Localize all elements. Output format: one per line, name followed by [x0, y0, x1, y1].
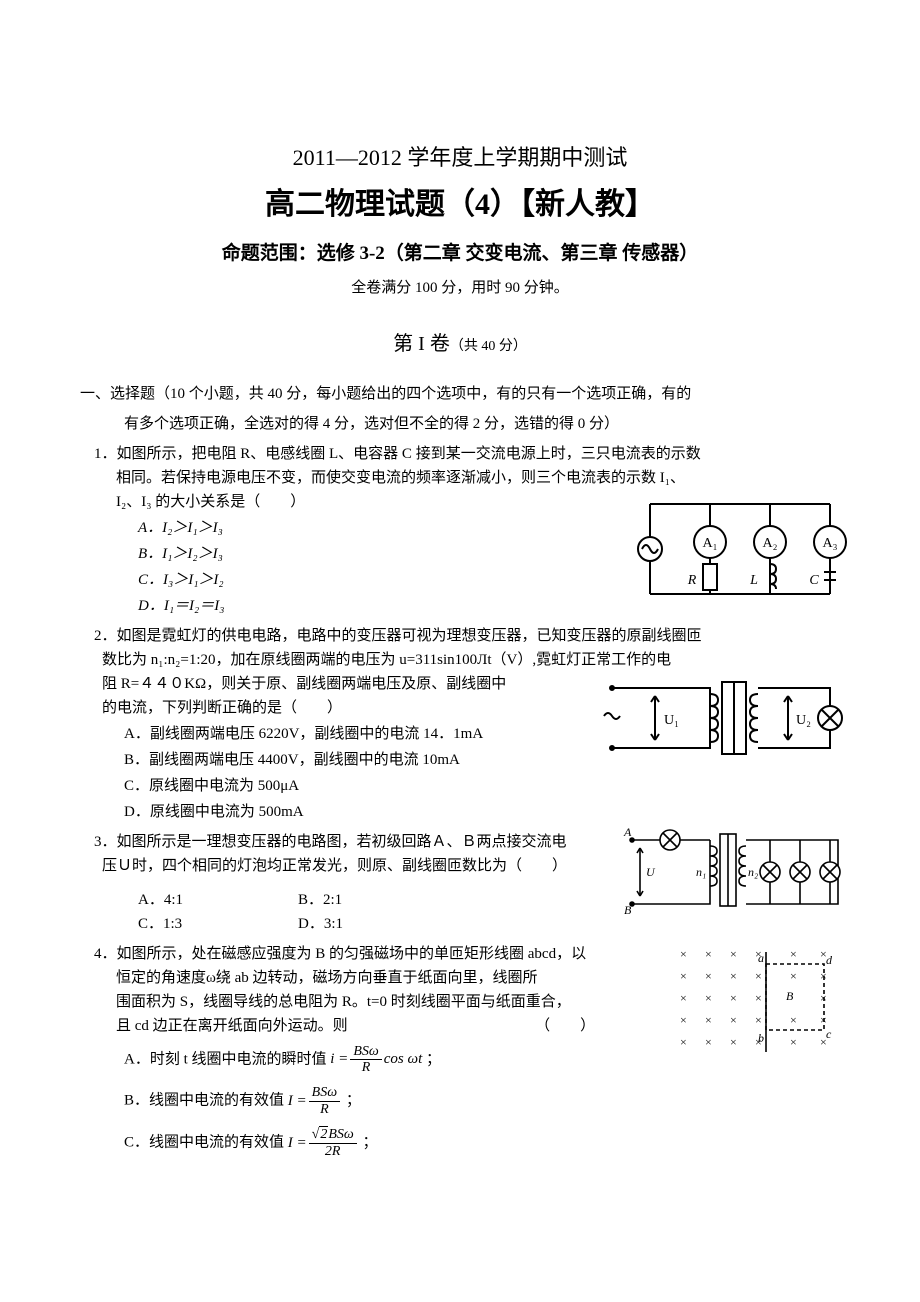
section1-head-a: 一、选择题（10 个小题，共 40 分，每小题给出的四个选项中，有的只有一个选项… — [80, 382, 840, 406]
svg-text:×: × — [730, 1013, 737, 1027]
q4-fig-a: a — [758, 951, 764, 965]
svg-text:×: × — [680, 1035, 687, 1049]
question-1: A₁ A₂ A₃ R L C 1．如图所示，把电阻 R、电感线圈 L、电容器 C… — [80, 442, 840, 618]
svg-text:×: × — [755, 1013, 762, 1027]
q4-fig-big-b: B — [786, 989, 794, 1003]
svg-text:×: × — [705, 947, 712, 961]
part1-main: 第 I 卷 — [393, 333, 450, 355]
q3-fig-n2: n₂ — [748, 865, 758, 879]
header-line2: 高二物理试题（4）【新人教】 — [80, 181, 840, 229]
q1-fig-a2: A₂ — [763, 536, 778, 551]
q1-fig-a3: A₃ — [823, 536, 838, 551]
q2-fig-u1: U₁ — [664, 713, 679, 728]
q4-opt-c: C．线圈中电流的有效值 I = 2BSω 2R ； — [80, 1127, 840, 1159]
svg-text:×: × — [680, 1013, 687, 1027]
part1-title: 第 I 卷（共 40 分） — [80, 328, 840, 360]
q3-fig-b: B — [624, 903, 632, 916]
q1-line-a: 1．如图所示，把电阻 R、电感线圈 L、电容器 C 接到某一交流电源上时，三只电… — [80, 442, 840, 466]
part1-sub: （共 40 分） — [450, 339, 527, 354]
svg-text:×: × — [705, 991, 712, 1005]
q2-line-a: 2．如图是霓虹灯的供电电路，电路中的变压器可视为理想变压器，已知变压器的原副线圈… — [80, 624, 840, 648]
q4-opt-b: B．线圈中电流的有效值 I = BSωR ； — [80, 1085, 840, 1117]
q3-fig-a: A — [623, 825, 632, 839]
q3-opt-b: B．2:1 — [298, 888, 458, 912]
q3-fig-u: U — [646, 865, 656, 879]
q3-opt-c: C．1:3 — [138, 912, 298, 936]
svg-text:×: × — [790, 1035, 797, 1049]
q3-fig-n1: n₁ — [696, 865, 706, 879]
q3-figure: A B U n₁ n₂ — [620, 824, 850, 916]
svg-text:×: × — [705, 969, 712, 983]
svg-text:×: × — [790, 947, 797, 961]
q2-opt-d: D．原线圈中电流为 500mA — [124, 800, 840, 824]
header-info: 全卷满分 100 分，用时 90 分钟。 — [80, 276, 840, 300]
svg-text:×: × — [730, 1035, 737, 1049]
question-3: A B U n₁ n₂ 3．如图所示是一理想变压器的电路图，若初级回路Ａ、Ｂ两点… — [80, 830, 840, 936]
question-2: U₁ U₂ 2．如图是霓虹灯的供电电路，电路中的变压器可视为理想变压器，已知变压… — [80, 624, 840, 824]
q2-figure: U₁ U₂ — [600, 668, 850, 768]
q4-fig-b: b — [758, 1031, 764, 1045]
svg-text:×: × — [705, 1035, 712, 1049]
q1-figure: A₁ A₂ A₃ R L C — [630, 486, 850, 604]
q2-fig-u2: U₂ — [796, 713, 811, 728]
q4-fig-d: d — [826, 953, 833, 967]
q1-fig-c: C — [809, 573, 819, 588]
svg-text:×: × — [790, 969, 797, 983]
q4-figure: ×××××× ×××××× ××××× ×××××× ×××××× a d b … — [670, 942, 850, 1062]
svg-text:×: × — [755, 991, 762, 1005]
svg-text:×: × — [730, 947, 737, 961]
svg-text:×: × — [730, 991, 737, 1005]
svg-text:×: × — [680, 969, 687, 983]
svg-text:×: × — [790, 1013, 797, 1027]
header-line1: 2011—2012 学年度上学期期中测试 — [80, 140, 840, 175]
question-4: ×××××× ×××××× ××××× ×××××× ×××××× a d b … — [80, 942, 840, 1159]
svg-text:×: × — [680, 947, 687, 961]
exam-page: 2011—2012 学年度上学期期中测试 高二物理试题（4）【新人教】 命题范围… — [0, 0, 920, 1205]
q1-fig-l: L — [749, 573, 758, 588]
q3-opt-d: D．3:1 — [298, 912, 458, 936]
header-scope: 命题范围：选修 3-2（第二章 交变电流、第三章 传感器） — [80, 239, 840, 269]
q1-fig-a1: A₁ — [703, 536, 718, 551]
svg-text:×: × — [755, 969, 762, 983]
svg-text:×: × — [705, 1013, 712, 1027]
q1-fig-r: R — [687, 573, 697, 588]
svg-text:×: × — [730, 969, 737, 983]
q3-opt-a: A．4:1 — [138, 888, 298, 912]
q2-opt-c: C．原线圈中电流为 500μA — [124, 774, 840, 798]
section1-head-b: 有多个选项正确，全选对的得 4 分，选对但不全的得 2 分，选错的得 0 分） — [80, 412, 840, 436]
svg-text:×: × — [680, 991, 687, 1005]
q4-fig-c: c — [826, 1027, 832, 1041]
